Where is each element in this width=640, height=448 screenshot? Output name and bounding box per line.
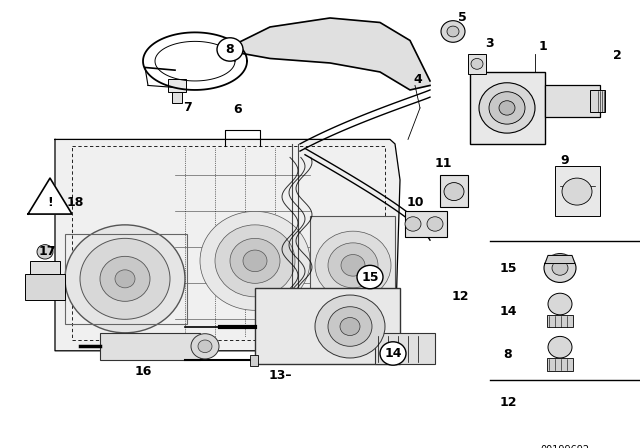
Circle shape <box>315 295 385 358</box>
Text: 15: 15 <box>499 262 516 275</box>
Bar <box>310 216 395 315</box>
Text: 16: 16 <box>134 365 152 378</box>
Circle shape <box>340 318 360 336</box>
Polygon shape <box>535 409 635 414</box>
Circle shape <box>548 336 572 358</box>
Circle shape <box>198 340 212 353</box>
Text: 14: 14 <box>499 305 516 318</box>
Bar <box>168 79 186 92</box>
Bar <box>470 72 545 144</box>
Text: 2: 2 <box>612 49 621 62</box>
Polygon shape <box>545 255 575 263</box>
Bar <box>547 315 573 327</box>
Circle shape <box>230 238 280 283</box>
Text: 12: 12 <box>499 396 516 409</box>
Circle shape <box>37 245 53 259</box>
Circle shape <box>341 254 365 276</box>
Text: 11: 11 <box>435 157 452 170</box>
Polygon shape <box>230 18 430 90</box>
Text: 8: 8 <box>504 348 512 361</box>
Circle shape <box>427 217 443 231</box>
Text: 14: 14 <box>384 347 402 360</box>
Text: 1: 1 <box>539 40 547 53</box>
Text: 13–: 13– <box>268 370 292 383</box>
Circle shape <box>100 256 150 302</box>
Bar <box>172 92 182 103</box>
Circle shape <box>215 225 295 297</box>
Circle shape <box>548 293 572 315</box>
Circle shape <box>80 238 170 319</box>
Bar <box>440 176 468 207</box>
Text: 5: 5 <box>458 12 467 25</box>
Text: 10: 10 <box>406 196 424 209</box>
Circle shape <box>489 92 525 124</box>
Bar <box>30 261 60 279</box>
Text: 3: 3 <box>486 37 494 50</box>
Circle shape <box>447 26 459 37</box>
Circle shape <box>243 250 267 271</box>
Bar <box>25 274 65 300</box>
Bar <box>555 166 600 216</box>
Text: 17: 17 <box>38 246 56 258</box>
Bar <box>250 355 258 366</box>
Circle shape <box>405 217 421 231</box>
Bar <box>255 288 400 364</box>
Circle shape <box>544 254 576 282</box>
Circle shape <box>444 183 464 201</box>
Text: 12: 12 <box>451 290 468 303</box>
Circle shape <box>191 334 219 359</box>
Circle shape <box>357 265 383 289</box>
Circle shape <box>552 261 568 275</box>
Polygon shape <box>28 178 72 214</box>
Bar <box>375 333 435 364</box>
Bar <box>545 86 600 117</box>
Bar <box>590 90 605 112</box>
Polygon shape <box>535 409 635 422</box>
Text: 4: 4 <box>413 73 422 86</box>
Circle shape <box>441 21 465 42</box>
Bar <box>405 211 447 237</box>
Bar <box>65 234 187 324</box>
Circle shape <box>380 342 406 365</box>
Circle shape <box>328 243 378 288</box>
Text: 00199692: 00199692 <box>540 445 589 448</box>
Text: 18: 18 <box>67 196 84 209</box>
Circle shape <box>328 307 372 346</box>
Circle shape <box>315 231 391 300</box>
Bar <box>547 358 573 370</box>
Bar <box>468 54 486 74</box>
Circle shape <box>562 178 592 205</box>
Circle shape <box>479 83 535 133</box>
Bar <box>100 333 200 360</box>
Text: !: ! <box>47 196 53 209</box>
Text: 8: 8 <box>226 43 234 56</box>
Circle shape <box>115 270 135 288</box>
Circle shape <box>499 101 515 115</box>
Text: 6: 6 <box>234 103 243 116</box>
Polygon shape <box>55 139 400 351</box>
Text: 9: 9 <box>561 154 570 167</box>
Text: 7: 7 <box>184 101 193 114</box>
Circle shape <box>200 211 310 310</box>
Circle shape <box>217 38 243 61</box>
Circle shape <box>471 59 483 69</box>
Text: 15: 15 <box>361 271 379 284</box>
Circle shape <box>65 225 185 333</box>
